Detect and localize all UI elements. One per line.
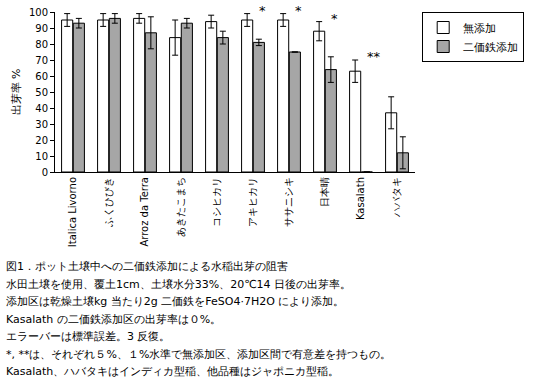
svg-text:90: 90 (35, 23, 48, 34)
svg-text:ササニシキ: ササニシキ (283, 177, 294, 227)
svg-text:*: * (259, 3, 266, 18)
svg-text:Italica Livorno: Italica Livorno (67, 177, 78, 247)
svg-text:50: 50 (35, 87, 48, 98)
svg-text:Arroz da Terra: Arroz da Terra (139, 177, 150, 247)
svg-text:100: 100 (29, 7, 48, 18)
svg-text:0: 0 (42, 167, 48, 178)
svg-text:10: 10 (35, 151, 48, 162)
svg-text:Kasalath: Kasalath (355, 177, 366, 220)
svg-text:Kasalath、ハバタキはインディカ型稲、他品種はジャポニ: Kasalath、ハバタキはインディカ型稲、他品種はジャポニカ型稲。 (6, 365, 339, 378)
svg-text:二価鉄添加: 二価鉄添加 (463, 41, 518, 54)
svg-text:40: 40 (35, 103, 48, 114)
svg-text:日本晴: 日本晴 (319, 177, 330, 207)
svg-text:水田土壌を使用、覆土1cm、土壌水分33%、20℃14 日後: 水田土壌を使用、覆土1cm、土壌水分33%、20℃14 日後の出芽率。 (6, 278, 351, 291)
svg-text:ふくひびき: ふくひびき (103, 177, 114, 228)
svg-text:図1．ポット土壌中への二価鉄添加による水稲出芽の阻害: 図1．ポット土壌中への二価鉄添加による水稲出芽の阻害 (6, 260, 288, 273)
svg-text:20: 20 (35, 135, 48, 146)
svg-text:30: 30 (35, 119, 48, 130)
svg-text:エラーバーは標準誤差。3 反復。: エラーバーは標準誤差。3 反復。 (6, 330, 171, 343)
svg-text:*, **は、それぞれ５%、１%水準で無添加区、添加区間で有: *, **は、それぞれ５%、１%水準で無添加区、添加区間で有意差を持つもの。 (6, 348, 391, 361)
svg-text:70: 70 (35, 55, 48, 66)
svg-text:無添加: 無添加 (463, 22, 496, 35)
svg-text:*: * (331, 11, 338, 26)
svg-text:コシヒカリ: コシヒカリ (211, 177, 222, 227)
svg-text:*: * (295, 3, 302, 18)
svg-text:添加区は乾燥土壌kg 当たり2g 二価鉄をFeSO4·7H2: 添加区は乾燥土壌kg 当たり2g 二価鉄をFeSO4·7H2O により添加。 (6, 295, 344, 308)
svg-text:60: 60 (35, 71, 48, 82)
svg-text:80: 80 (35, 39, 48, 50)
svg-text:出芽率 %: 出芽率 % (10, 69, 23, 116)
svg-text:**: ** (367, 49, 381, 64)
svg-text:ハバタキ: ハバタキ (391, 177, 402, 218)
svg-text:あきたこまち: あきたこまち (175, 177, 186, 237)
svg-text:アキヒカリ: アキヒカリ (247, 177, 258, 227)
svg-text:Kasalath の二価鉄添加区の出芽率は０%。: Kasalath の二価鉄添加区の出芽率は０%。 (6, 313, 221, 326)
